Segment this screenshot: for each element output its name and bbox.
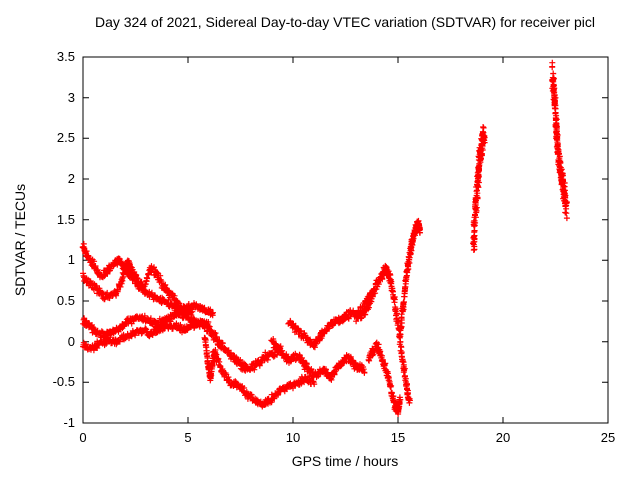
y-axis-label: SDTVAR / TECUs [12, 183, 28, 297]
y-tick-label: 1.5 [56, 211, 75, 227]
x-tick-label: 20 [495, 430, 511, 445]
y-tick-label: 3.5 [56, 49, 75, 64]
y-tick-label: 1 [67, 252, 75, 268]
x-tick-label: 5 [184, 430, 192, 445]
x-tick-label: 10 [285, 430, 301, 445]
y-tick-label: -0.5 [52, 374, 75, 390]
y-tick-label: 0 [67, 333, 75, 349]
x-tick-label: 25 [600, 430, 616, 445]
y-tick-label: 0.5 [56, 293, 75, 308]
scatter-points [79, 59, 570, 417]
axes-frame [82, 56, 609, 424]
y-tick-label: 2 [67, 171, 75, 186]
y-tick-label: -1 [63, 415, 75, 430]
chart-title: Day 324 of 2021, Sidereal Day-to-day VTE… [94, 14, 596, 30]
x-tick-label: 15 [390, 430, 406, 445]
y-tick-label: 2.5 [56, 130, 75, 146]
x-axis-label: GPS time / hours [291, 453, 399, 469]
y-tick-label: 3 [67, 89, 75, 105]
x-tick-label: 0 [79, 430, 87, 445]
